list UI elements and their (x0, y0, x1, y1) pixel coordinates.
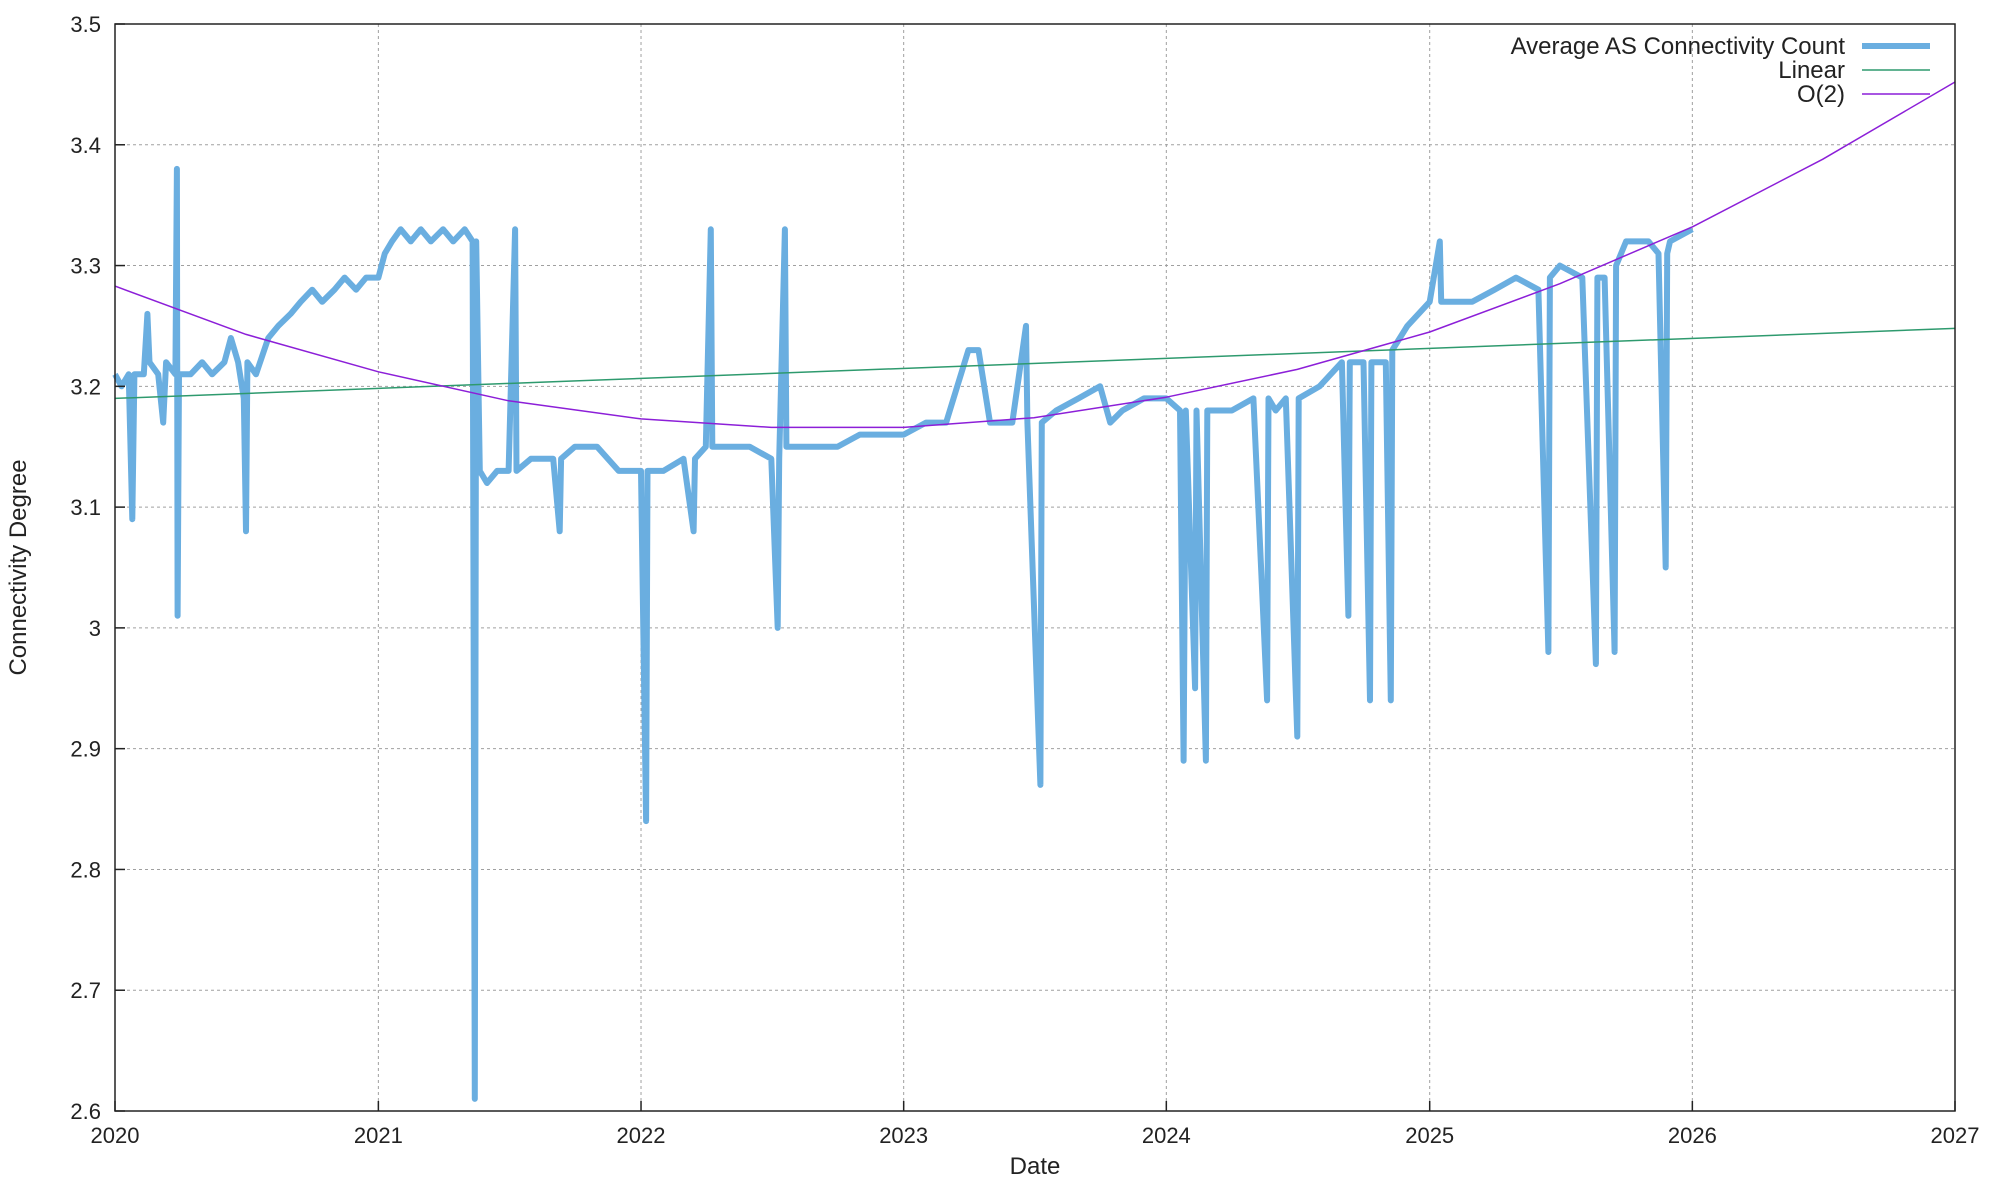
x-tick-label: 2024 (1142, 1123, 1191, 1148)
x-tick-label: 2020 (91, 1123, 140, 1148)
y-tick-label: 2.8 (70, 857, 101, 882)
y-tick-label: 2.7 (70, 978, 101, 1003)
y-tick-label: 2.9 (70, 737, 101, 762)
legend-label: Average AS Connectivity Count (1511, 33, 1846, 60)
series-layer (112, 81, 1956, 1102)
ticks: 2020 2021 2022 2023 2024 2025 2026 2027 2.6 2.7 2.… (70, 12, 1979, 1148)
y-tick-label: 3.2 (70, 374, 101, 399)
y-tick-label: 3.5 (70, 12, 101, 37)
legend-label: O(2) (1797, 81, 1845, 108)
y-tick-label: 2.6 (70, 1099, 101, 1124)
series-line-2 (114, 81, 1956, 429)
x-tick-label: 2025 (1405, 1123, 1454, 1148)
x-axis-title: Date (1010, 1153, 1061, 1180)
y-tick-label: 3 (89, 616, 101, 641)
x-tick-label: 2026 (1668, 1123, 1717, 1148)
y-tick-label: 3.3 (70, 254, 101, 279)
y-axis-title: Connectivity Degree (5, 459, 32, 675)
x-tick-label: 2023 (879, 1123, 928, 1148)
plot-frame (114, 23, 1956, 1112)
y-tick-label: 3.4 (70, 133, 101, 158)
x-tick-label: 2021 (354, 1123, 403, 1148)
legend-label: Linear (1778, 57, 1845, 84)
y-tick-label: 3.1 (70, 495, 101, 520)
x-tick-label: 2027 (1931, 1123, 1980, 1148)
x-tick-label: 2022 (617, 1123, 666, 1148)
series-line-1 (114, 327, 1956, 400)
